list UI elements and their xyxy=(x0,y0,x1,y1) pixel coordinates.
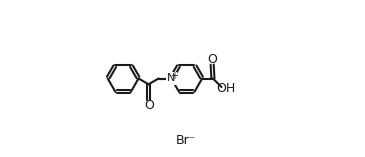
Text: +: + xyxy=(170,71,178,81)
Text: O: O xyxy=(144,99,154,112)
Text: O: O xyxy=(207,53,217,66)
Text: Br⁻: Br⁻ xyxy=(176,134,196,147)
Text: N: N xyxy=(167,73,176,84)
Text: OH: OH xyxy=(216,82,236,95)
